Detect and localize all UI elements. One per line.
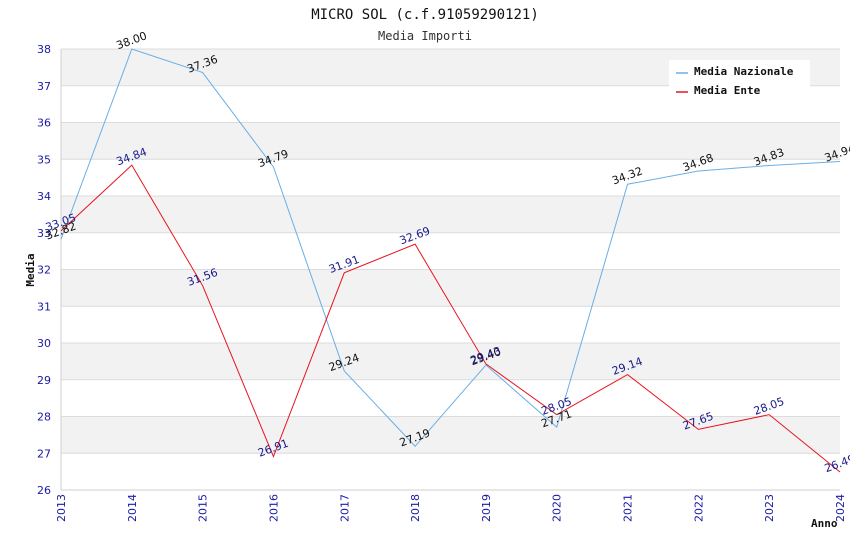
grid-band	[61, 122, 840, 160]
y-axis-label: Media	[24, 253, 37, 286]
x-tick-label: 2015	[197, 494, 210, 522]
grid-band	[61, 416, 840, 454]
grid-band	[61, 159, 840, 196]
x-tick-label: 2016	[267, 494, 280, 522]
y-tick-label: 31	[37, 300, 51, 313]
grid-band	[61, 196, 840, 233]
y-tick-label: 26	[37, 484, 51, 497]
chart-subtitle: Media Importi	[378, 29, 472, 43]
gridlines	[60, 48, 840, 491]
y-tick-label: 32	[37, 264, 51, 277]
series-line-media-ente	[60, 164, 841, 473]
x-tick-label: 2019	[480, 494, 493, 522]
x-tick-label: 2022	[692, 494, 705, 522]
x-tick-label: 2020	[551, 494, 564, 522]
legend-label-media-nazionale: Media Nazionale	[694, 65, 794, 78]
grid-bands	[61, 49, 840, 490]
y-tick-label: 28	[37, 411, 51, 424]
x-tick-label: 2023	[763, 494, 776, 522]
legend-box	[669, 60, 810, 107]
legend-label-media-ente: Media Ente	[694, 84, 761, 97]
grid-band	[61, 453, 840, 490]
x-tick-label: 2017	[338, 494, 351, 522]
y-tick-label: 35	[37, 153, 51, 166]
x-tick-label: 2014	[126, 494, 139, 522]
chart-title: MICRO SOL (c.f.91059290121)	[311, 7, 539, 23]
x-tick-label: 2021	[622, 494, 635, 522]
y-tick-label: 33	[37, 227, 51, 240]
y-tick-label: 36	[37, 117, 51, 130]
x-axis-ticks: 2013 2014 2015 2016 2017 2018 2019 2020 2021 2022…	[55, 494, 847, 522]
legend: Media Nazionale Media Ente	[669, 60, 810, 107]
x-tick-label: 2018	[409, 494, 422, 522]
y-tick-label: 38	[37, 43, 51, 56]
x-tick-label: 2013	[55, 494, 68, 522]
y-tick-label: 29	[37, 374, 51, 387]
y-tick-label: 27	[37, 447, 51, 460]
x-axis-label: Anno	[811, 517, 838, 530]
series-line-media-nazionale	[60, 48, 841, 448]
x-tick-label: 2024	[834, 494, 847, 522]
grid-band	[61, 343, 840, 380]
y-axis-ticks: 26 27 28 29 30 31 32 33 34 35 36 37 38	[37, 43, 51, 497]
grid-band	[61, 306, 840, 343]
grid-band	[61, 232, 840, 270]
grid-band	[61, 379, 840, 417]
grid-band	[61, 269, 840, 307]
y-tick-label: 30	[37, 337, 51, 350]
y-tick-label: 34	[37, 190, 51, 203]
y-tick-label: 37	[37, 80, 51, 93]
